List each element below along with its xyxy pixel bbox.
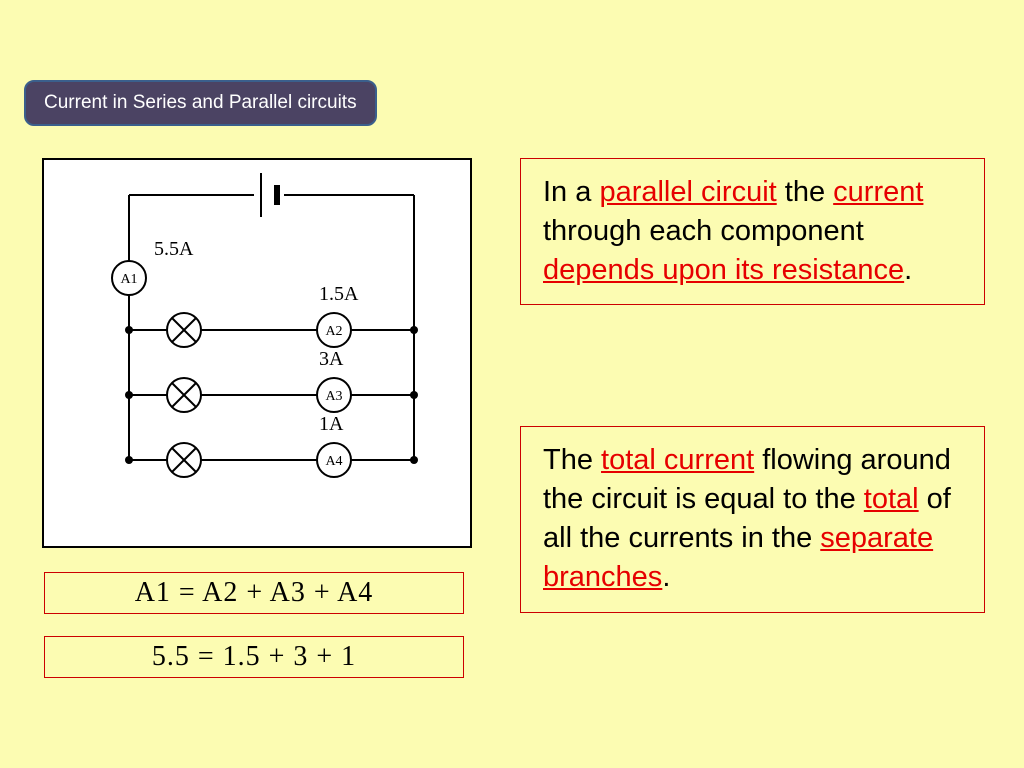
text: The — [543, 444, 601, 476]
svg-text:1.5A: 1.5A — [319, 283, 359, 305]
svg-text:A2: A2 — [325, 324, 342, 339]
equation-symbolic: A1 = A2 + A3 + A4 — [44, 572, 464, 614]
svg-text:5.5A: 5.5A — [154, 238, 194, 260]
emph-current: current — [833, 176, 923, 208]
text: . — [662, 561, 670, 593]
emph-total-current: total current — [601, 444, 754, 476]
text: through each component — [543, 215, 864, 247]
explanation-paragraph-2: The total current flowing around the cir… — [520, 426, 985, 613]
emph-total: total — [864, 483, 919, 515]
circuit-diagram-panel: A1 5.5A A2 1.5A A3 3A A4 1A — [42, 158, 472, 548]
svg-text:3A: 3A — [319, 348, 344, 370]
slide-title: Current in Series and Parallel circuits — [24, 80, 377, 126]
emph-parallel-circuit: parallel circuit — [599, 176, 776, 208]
svg-text:A1: A1 — [120, 272, 137, 287]
explanation-paragraph-1: In a parallel circuit the current throug… — [520, 158, 985, 305]
equation-numeric: 5.5 = 1.5 + 3 + 1 — [44, 636, 464, 678]
emph-depends-resistance: depends upon its resistance — [543, 254, 904, 286]
circuit-schematic: A1 5.5A A2 1.5A A3 3A A4 1A — [44, 160, 470, 546]
svg-text:A4: A4 — [325, 454, 342, 469]
text: the — [777, 176, 833, 208]
svg-text:1A: 1A — [319, 413, 344, 435]
text: . — [904, 254, 912, 286]
text: In a — [543, 176, 599, 208]
svg-text:A3: A3 — [325, 389, 342, 404]
